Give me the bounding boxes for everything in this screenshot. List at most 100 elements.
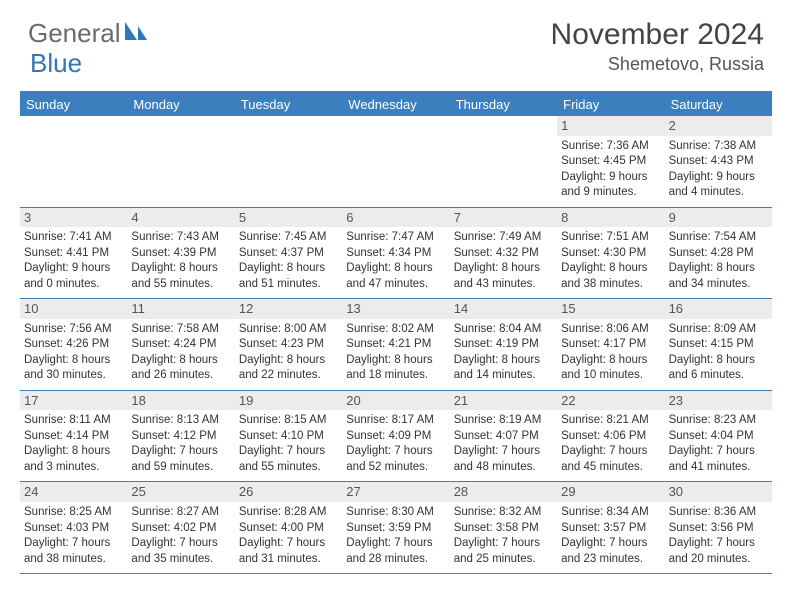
title-block: November 2024 Shemetovo, Russia xyxy=(551,18,764,75)
sunset-text: Sunset: 4:12 PM xyxy=(131,429,230,445)
day-number: 19 xyxy=(235,391,342,411)
sunrise-text: Sunrise: 7:56 AM xyxy=(24,322,123,338)
day-number: 16 xyxy=(665,299,772,319)
day-number: 29 xyxy=(557,482,664,502)
daylight-text: Daylight: 7 hours xyxy=(346,536,445,552)
sunrise-text: Sunrise: 8:09 AM xyxy=(669,322,768,338)
location: Shemetovo, Russia xyxy=(551,54,764,75)
day-number: 23 xyxy=(665,391,772,411)
dayname: Monday xyxy=(127,93,234,116)
sunrise-text: Sunrise: 7:45 AM xyxy=(239,230,338,246)
daylight-text: Daylight: 8 hours xyxy=(131,353,230,369)
daylight-text-2: and 20 minutes. xyxy=(669,552,768,568)
sunset-text: Sunset: 4:23 PM xyxy=(239,337,338,353)
daylight-text-2: and 41 minutes. xyxy=(669,460,768,476)
daylight-text-2: and 38 minutes. xyxy=(24,552,123,568)
daylight-text: Daylight: 7 hours xyxy=(239,444,338,460)
sunrise-text: Sunrise: 8:15 AM xyxy=(239,413,338,429)
calendar-cell: 24Sunrise: 8:25 AMSunset: 4:03 PMDayligh… xyxy=(20,482,127,573)
daylight-text-2: and 52 minutes. xyxy=(346,460,445,476)
daylight-text-2: and 4 minutes. xyxy=(669,185,768,201)
sunrise-text: Sunrise: 8:13 AM xyxy=(131,413,230,429)
calendar-cell: 2 Sunrise: 7:38 AMSunset: 4:43 PMDaylight… xyxy=(665,116,772,207)
calendar-cell: 11Sunrise: 7:58 AMSunset: 4:24 PMDayligh… xyxy=(127,299,234,390)
daylight-text: Daylight: 8 hours xyxy=(24,444,123,460)
daylight-text: Daylight: 8 hours xyxy=(24,353,123,369)
daylight-text: Daylight: 7 hours xyxy=(454,444,553,460)
daylight-text-2: and 38 minutes. xyxy=(561,277,660,293)
daylight-text: Daylight: 7 hours xyxy=(669,536,768,552)
day-number: 14 xyxy=(450,299,557,319)
sunrise-text: Sunrise: 8:30 AM xyxy=(346,505,445,521)
calendar-cell: 1Sunrise: 7:36 AMSunset: 4:45 PMDaylight… xyxy=(557,116,664,207)
calendar-cell: 9Sunrise: 7:54 AMSunset: 4:28 PMDaylight… xyxy=(665,208,772,299)
day-number: 27 xyxy=(342,482,449,502)
day-number: 6 xyxy=(342,208,449,228)
daylight-text: Daylight: 7 hours xyxy=(239,536,338,552)
calendar-cell: 19Sunrise: 8:15 AMSunset: 4:10 PMDayligh… xyxy=(235,391,342,482)
daylight-text-2: and 0 minutes. xyxy=(24,277,123,293)
daylight-text-2: and 35 minutes. xyxy=(131,552,230,568)
calendar-cell: 5Sunrise: 7:45 AMSunset: 4:37 PMDaylight… xyxy=(235,208,342,299)
sunset-text: Sunset: 4:09 PM xyxy=(346,429,445,445)
daylight-text-2: and 18 minutes. xyxy=(346,368,445,384)
daylight-text-2: and 34 minutes. xyxy=(669,277,768,293)
dayname-row: SundayMondayTuesdayWednesdayThursdayFrid… xyxy=(20,93,772,116)
daylight-text-2: and 9 minutes. xyxy=(561,185,660,201)
daylight-text: Daylight: 8 hours xyxy=(454,261,553,277)
day-number: 7 xyxy=(450,208,557,228)
daylight-text-2: and 48 minutes. xyxy=(454,460,553,476)
calendar-cell xyxy=(342,116,449,207)
day-number: 10 xyxy=(20,299,127,319)
daylight-text-2: and 43 minutes. xyxy=(454,277,553,293)
sunrise-text: Sunrise: 8:36 AM xyxy=(669,505,768,521)
day-number: 4 xyxy=(127,208,234,228)
day-number: 21 xyxy=(450,391,557,411)
sunrise-text: Sunrise: 8:28 AM xyxy=(239,505,338,521)
sunset-text: Sunset: 4:32 PM xyxy=(454,246,553,262)
header: General November 2024 Shemetovo, Russia xyxy=(0,0,792,83)
daylight-text: Daylight: 8 hours xyxy=(454,353,553,369)
logo-text-blue: Blue xyxy=(30,48,82,79)
calendar-cell: 29Sunrise: 8:34 AMSunset: 3:57 PMDayligh… xyxy=(557,482,664,573)
daylight-text: Daylight: 7 hours xyxy=(669,444,768,460)
sunrise-text: Sunrise: 8:27 AM xyxy=(131,505,230,521)
daylight-text: Daylight: 8 hours xyxy=(239,353,338,369)
daylight-text-2: and 55 minutes. xyxy=(239,460,338,476)
daylight-text: Daylight: 7 hours xyxy=(24,536,123,552)
sunrise-text: Sunrise: 8:32 AM xyxy=(454,505,553,521)
dayname: Sunday xyxy=(20,93,127,116)
sunset-text: Sunset: 4:41 PM xyxy=(24,246,123,262)
sunrise-text: Sunrise: 8:34 AM xyxy=(561,505,660,521)
daylight-text: Daylight: 7 hours xyxy=(454,536,553,552)
calendar-cell: 18Sunrise: 8:13 AMSunset: 4:12 PMDayligh… xyxy=(127,391,234,482)
sunrise-text: Sunrise: 7:47 AM xyxy=(346,230,445,246)
daylight-text-2: and 28 minutes. xyxy=(346,552,445,568)
sunset-text: Sunset: 4:00 PM xyxy=(239,521,338,537)
daylight-text-2: and 47 minutes. xyxy=(346,277,445,293)
calendar-cell: 8Sunrise: 7:51 AMSunset: 4:30 PMDaylight… xyxy=(557,208,664,299)
daylight-text: Daylight: 8 hours xyxy=(561,353,660,369)
calendar-cell: 30Sunrise: 8:36 AMSunset: 3:56 PMDayligh… xyxy=(665,482,772,573)
calendar-week: 10Sunrise: 7:56 AMSunset: 4:26 PMDayligh… xyxy=(20,299,772,391)
calendar-week: 24Sunrise: 8:25 AMSunset: 4:03 PMDayligh… xyxy=(20,482,772,574)
day-number: 18 xyxy=(127,391,234,411)
daylight-text-2: and 26 minutes. xyxy=(131,368,230,384)
daylight-text-2: and 3 minutes. xyxy=(24,460,123,476)
sunset-text: Sunset: 4:37 PM xyxy=(239,246,338,262)
sunrise-text: Sunrise: 8:00 AM xyxy=(239,322,338,338)
day-number: 2 xyxy=(665,116,772,136)
sunrise-text: Sunrise: 8:11 AM xyxy=(24,413,123,429)
daylight-text: Daylight: 9 hours xyxy=(561,170,660,186)
calendar-cell: 17Sunrise: 8:11 AMSunset: 4:14 PMDayligh… xyxy=(20,391,127,482)
sunset-text: Sunset: 3:59 PM xyxy=(346,521,445,537)
daylight-text: Daylight: 9 hours xyxy=(669,170,768,186)
sunrise-text: Sunrise: 7:38 AM xyxy=(669,139,768,155)
calendar-week: 3Sunrise: 7:41 AMSunset: 4:41 PMDaylight… xyxy=(20,208,772,300)
sunset-text: Sunset: 4:21 PM xyxy=(346,337,445,353)
sunrise-text: Sunrise: 8:06 AM xyxy=(561,322,660,338)
sunset-text: Sunset: 4:24 PM xyxy=(131,337,230,353)
calendar-cell: 3Sunrise: 7:41 AMSunset: 4:41 PMDaylight… xyxy=(20,208,127,299)
daylight-text-2: and 45 minutes. xyxy=(561,460,660,476)
sunset-text: Sunset: 4:43 PM xyxy=(669,154,768,170)
